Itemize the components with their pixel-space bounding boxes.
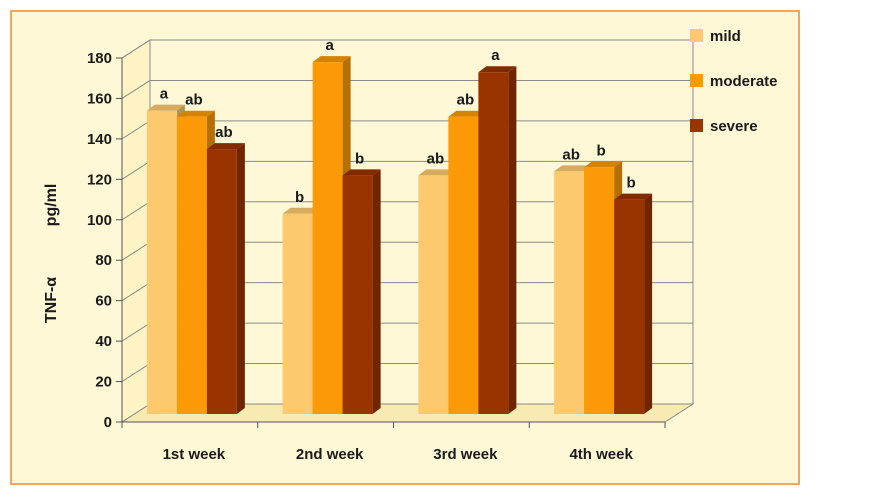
bar-side — [508, 66, 517, 414]
bar-top — [206, 143, 245, 150]
data-label: ab — [457, 92, 475, 109]
bar-top — [418, 169, 457, 176]
y-tick-label: 40 — [95, 333, 112, 350]
x-category-label: 1st week — [163, 446, 226, 463]
legend-item: moderate — [690, 73, 778, 90]
bar-front — [448, 116, 479, 414]
bar-front — [584, 167, 615, 414]
legend-item: severe — [690, 118, 758, 135]
bar-front — [176, 116, 207, 414]
bar-front — [418, 175, 449, 414]
bar — [206, 143, 245, 415]
y-tick-label: 80 — [95, 252, 112, 269]
bar-top — [176, 110, 215, 117]
bar-top — [614, 193, 653, 200]
legend-label: severe — [710, 118, 758, 135]
y-axis-label-unit: pg/ml — [43, 184, 60, 227]
data-label: a — [491, 47, 500, 64]
bar-top — [478, 66, 517, 73]
bar — [478, 66, 517, 414]
x-axis-categories: 1st week 2nd week 3rd week 4th week — [121, 421, 666, 463]
bar-top — [584, 161, 623, 168]
y-tick-label: 0 — [104, 414, 112, 431]
y-tick-label: 60 — [95, 293, 112, 310]
bar-front — [614, 199, 645, 414]
y-tick-label: 100 — [87, 212, 112, 229]
y-axis-label: TNF-α pg/ml — [43, 184, 60, 323]
bar-front — [312, 62, 343, 415]
data-label: b — [627, 175, 636, 192]
bar-top — [312, 56, 351, 63]
bar-side — [644, 193, 653, 414]
bar-front — [554, 171, 585, 414]
data-label: b — [355, 150, 364, 167]
legend-label: mild — [710, 28, 741, 45]
legend-swatch — [690, 119, 703, 132]
bar-top — [146, 104, 185, 111]
bar-top — [554, 165, 593, 172]
data-label: b — [597, 142, 606, 159]
bar — [342, 169, 381, 414]
bar-top — [448, 110, 487, 117]
bar-front — [206, 149, 237, 415]
bar-side — [372, 169, 381, 414]
data-label: a — [160, 86, 169, 103]
bar-top — [342, 169, 381, 176]
gridline — [121, 39, 693, 59]
y-tick-label: 120 — [87, 171, 112, 188]
bar-front — [478, 72, 509, 414]
x-category-label: 3rd week — [433, 446, 498, 463]
bar-side — [236, 143, 245, 415]
data-label: ab — [427, 150, 445, 167]
bar-front — [282, 213, 313, 414]
legend-item: mild — [690, 28, 741, 45]
x-category-label: 4th week — [569, 446, 633, 463]
bar-front — [342, 175, 373, 414]
data-label: a — [325, 37, 334, 54]
legend-swatch — [690, 74, 703, 87]
bar-top — [282, 207, 321, 214]
bar — [614, 193, 653, 414]
bars — [146, 56, 653, 415]
data-label: ab — [562, 146, 580, 163]
y-axis-label-main: TNF-α — [43, 277, 60, 323]
legend-label: moderate — [710, 73, 778, 90]
legend-swatch — [690, 29, 703, 42]
y-axis-ticks: 0 20 40 60 80 100 120 140 160 180 — [87, 50, 123, 431]
legend: mild moderate severe — [690, 28, 778, 135]
x-category-label: 2nd week — [296, 446, 364, 463]
data-label: ab — [185, 92, 203, 109]
y-tick-label: 20 — [95, 374, 112, 391]
y-tick-label: 160 — [87, 90, 112, 107]
y-tick-label: 140 — [87, 131, 112, 148]
data-label: ab — [215, 124, 233, 141]
side-wall — [121, 39, 151, 423]
bar-front — [146, 110, 177, 415]
data-label: b — [295, 189, 304, 206]
y-tick-label: 180 — [87, 50, 112, 67]
